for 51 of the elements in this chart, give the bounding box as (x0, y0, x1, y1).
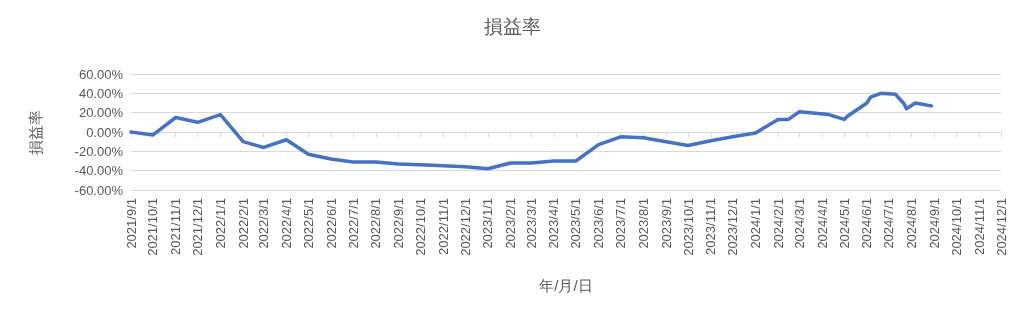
y-tick-label: -60.00% (74, 182, 124, 198)
x-tick-label: 2023/5/1 (568, 198, 584, 249)
x-tick-label: 2024/12/1 (993, 198, 1009, 256)
x-tick-label: 2023/6/1 (591, 198, 607, 249)
y-tick-label: 60.00% (78, 66, 124, 82)
x-tick-label: 2024/3/1 (791, 198, 807, 249)
x-tick-label: 2021/9/1 (123, 198, 139, 249)
x-tick-label: 2023/1/1 (480, 198, 496, 249)
x-tick-label: 2023/8/1 (635, 198, 651, 249)
x-tick-label: 2021/11/1 (168, 198, 184, 255)
x-tick-label: 2024/10/1 (948, 198, 964, 256)
x-axis-title: 年/月/日 (539, 277, 593, 294)
x-tick-label: 2022/9/1 (391, 198, 407, 249)
x-tick-label: 2022/4/1 (278, 198, 294, 249)
y-tick-label: 40.00% (78, 85, 124, 101)
y-tick-label: 20.00% (78, 105, 124, 121)
x-tick-label: 2022/8/1 (368, 198, 384, 249)
x-tick-label: 2022/6/1 (323, 198, 339, 249)
x-tick-label: 2024/4/1 (814, 198, 830, 249)
x-tick-label: 2024/11/1 (971, 198, 987, 255)
x-tick-label: 2022/10/1 (413, 198, 429, 256)
x-tick-label: 2024/1/1 (747, 198, 763, 249)
x-tick-label: 2023/2/1 (503, 198, 519, 249)
x-tick-label: 2024/2/1 (770, 198, 786, 249)
y-axis-title: 損益率 (27, 109, 44, 155)
x-tick-label: 2024/8/1 (904, 198, 920, 249)
x-tick-label: 2021/12/1 (190, 198, 206, 256)
x-tick-label: 2021/10/1 (145, 198, 161, 256)
x-tick-label: 2022/2/1 (235, 198, 251, 249)
x-tick-label: 2023/3/1 (523, 198, 539, 249)
x-tick-label: 2023/9/1 (658, 198, 674, 249)
x-tick-label: 2022/5/1 (300, 198, 316, 249)
x-tick-label: 2022/1/1 (212, 198, 228, 249)
y-tick-label: -20.00% (74, 143, 124, 159)
y-tick-label: -40.00% (74, 163, 124, 179)
line-series (129, 91, 934, 171)
x-tick-label: 2022/11/1 (435, 198, 451, 255)
x-tick-label: 2024/6/1 (859, 198, 875, 249)
x-tick-label: 2024/5/1 (836, 198, 852, 249)
x-tick-label: 2023/12/1 (725, 198, 741, 256)
x-tick-label: 2022/7/1 (345, 198, 361, 249)
x-tick-label: 2022/12/1 (457, 198, 473, 256)
chart-title: 損益率 (483, 16, 541, 37)
x-tick-label: 2023/11/1 (703, 198, 719, 255)
x-tick-label: 2024/7/1 (881, 198, 897, 249)
y-tick-label: 0.00% (86, 124, 124, 140)
x-tick-label: 2022/3/1 (256, 198, 272, 249)
x-tick-label: 2023/4/1 (546, 198, 562, 249)
x-tick-label: 2024/9/1 (926, 198, 942, 249)
x-tick-label: 2023/10/1 (680, 198, 696, 256)
x-tick-label: 2023/7/1 (613, 198, 629, 249)
